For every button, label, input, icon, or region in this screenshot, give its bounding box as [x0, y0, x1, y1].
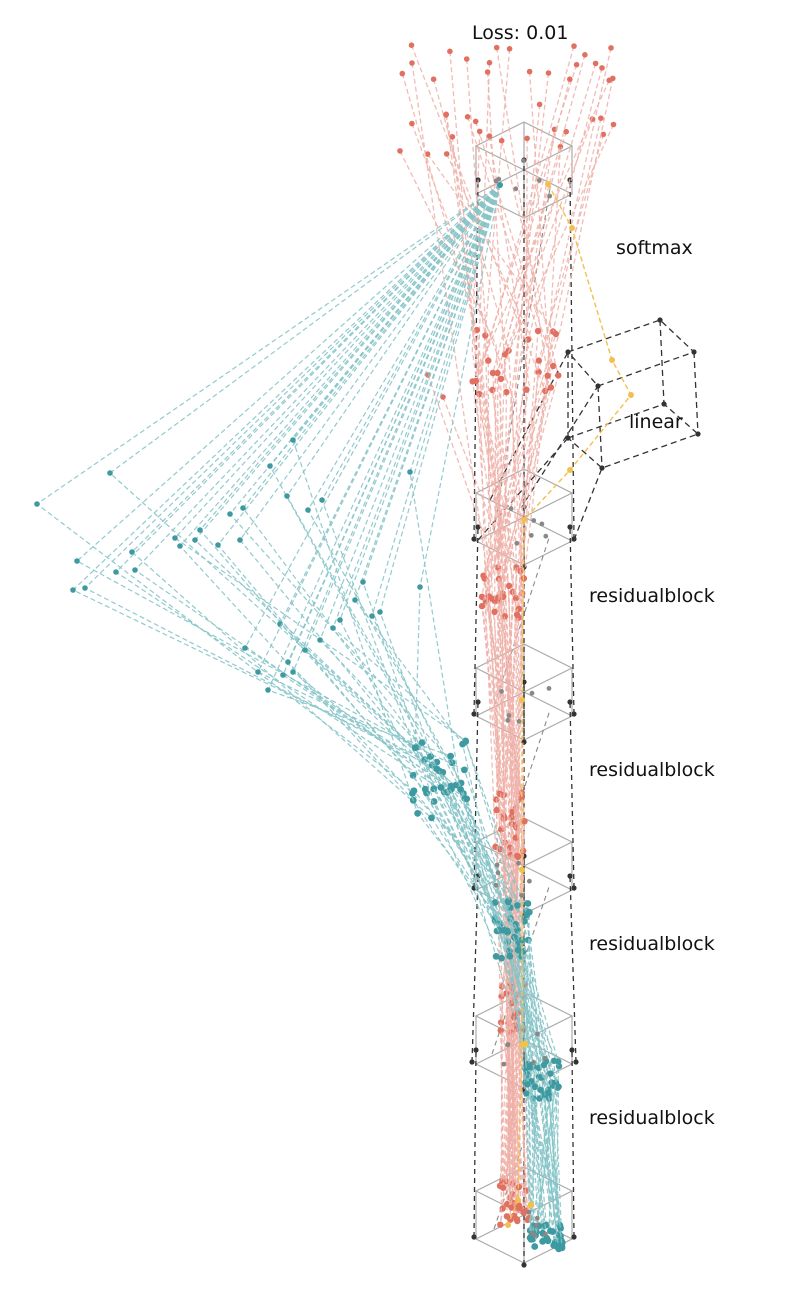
- layer-label-residualblock-4: residualblock: [589, 1107, 715, 1129]
- layer-label-residualblock-3: residualblock: [589, 933, 715, 955]
- layer-label-linear: linear: [629, 411, 683, 433]
- teal-trajectories: [34, 182, 566, 1253]
- loss-label: Loss: 0.01: [472, 22, 569, 44]
- layer-label-residualblock-2: residualblock: [589, 759, 715, 781]
- layer-label-softmax: softmax: [616, 237, 693, 259]
- gold-trajectory: [505, 181, 634, 1228]
- salmon-trajectories: [397, 42, 617, 1228]
- layer-nodes: [493, 158, 553, 1238]
- layer-label-residualblock-1: residualblock: [589, 585, 715, 607]
